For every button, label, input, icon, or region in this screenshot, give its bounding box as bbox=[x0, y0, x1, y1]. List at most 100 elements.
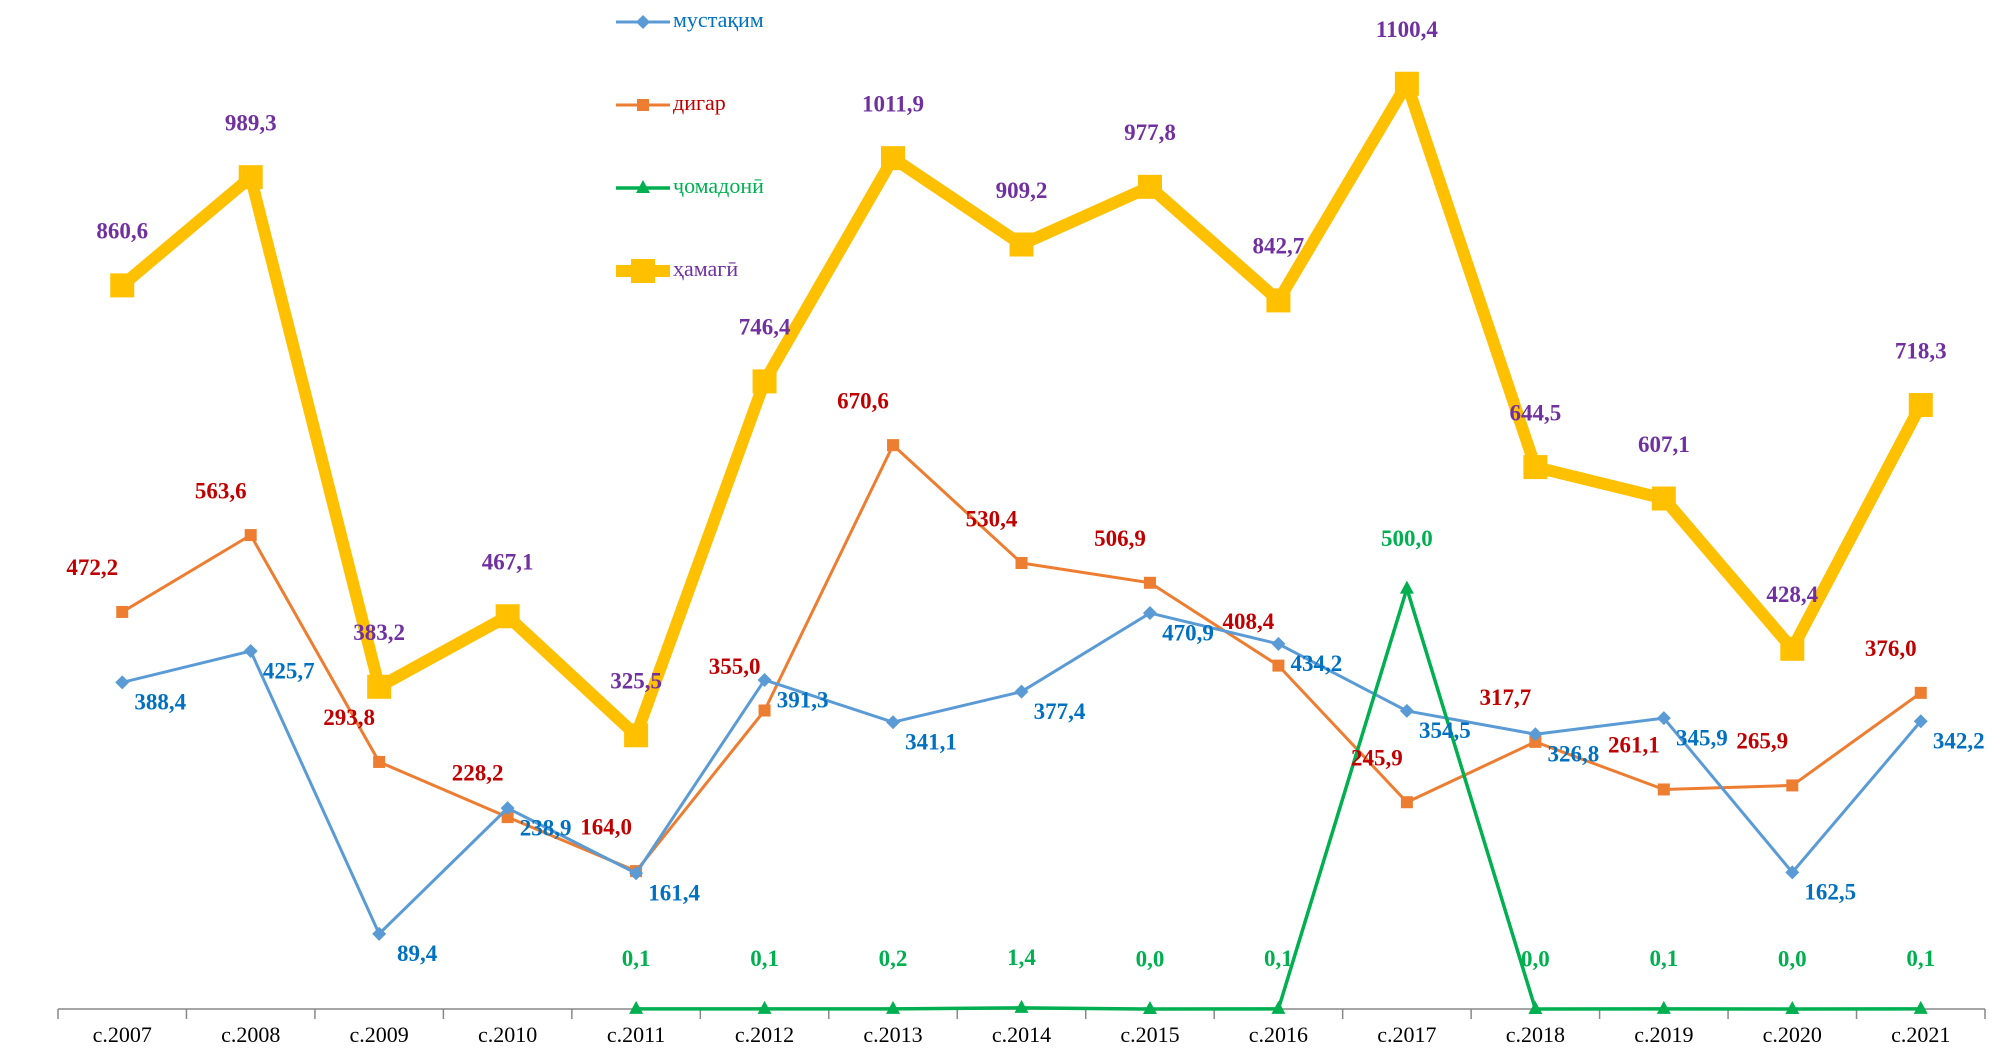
marker bbox=[1651, 486, 1676, 511]
marker bbox=[1137, 174, 1162, 199]
marker bbox=[1908, 393, 1933, 418]
data-label: 261,1 bbox=[1608, 733, 1660, 758]
data-label: 245,9 bbox=[1351, 746, 1403, 771]
x-tick-label: с.2008 bbox=[221, 1022, 280, 1047]
marker bbox=[1528, 1001, 1543, 1014]
data-label: 89,4 bbox=[397, 941, 438, 966]
series-line bbox=[121, 443, 1922, 873]
data-label: 0,1 bbox=[1264, 946, 1293, 971]
marker bbox=[1399, 703, 1414, 718]
data-label: 428,4 bbox=[1766, 582, 1818, 607]
data-label: 0,1 bbox=[750, 946, 779, 971]
data-label: 467,1 bbox=[482, 550, 534, 575]
data-label: 472,2 bbox=[66, 555, 118, 580]
data-label: 506,9 bbox=[1094, 526, 1146, 551]
marker bbox=[631, 259, 655, 283]
data-label: 425,7 bbox=[263, 658, 315, 683]
marker bbox=[1399, 580, 1414, 594]
marker bbox=[624, 723, 649, 748]
data-label: 470,9 bbox=[1162, 620, 1214, 645]
data-label: 164,0 bbox=[580, 814, 632, 839]
data-label: 341,1 bbox=[905, 729, 957, 754]
x-tick-label: с.2018 bbox=[1506, 1022, 1565, 1047]
marker bbox=[886, 1000, 901, 1014]
marker bbox=[1914, 686, 1927, 699]
data-label: 0,1 bbox=[1649, 946, 1678, 971]
marker bbox=[372, 926, 387, 941]
data-label: 342,2 bbox=[1933, 729, 1985, 754]
marker bbox=[881, 146, 906, 171]
marker bbox=[501, 811, 514, 824]
data-label: 388,4 bbox=[134, 690, 186, 715]
marker bbox=[637, 99, 649, 111]
marker bbox=[1657, 783, 1670, 796]
marker bbox=[1271, 1000, 1286, 1014]
data-label: 434,2 bbox=[1291, 651, 1343, 676]
marker bbox=[1400, 796, 1413, 809]
x-tick-label: с.2007 bbox=[93, 1022, 152, 1047]
marker bbox=[1528, 727, 1543, 742]
data-label: 989,3 bbox=[225, 110, 277, 135]
marker bbox=[1656, 1000, 1671, 1014]
data-label: 317,7 bbox=[1479, 685, 1531, 710]
data-label: 644,5 bbox=[1509, 400, 1561, 425]
x-tick-label: с.2012 bbox=[735, 1022, 794, 1047]
marker bbox=[757, 672, 772, 687]
data-label: 0,0 bbox=[1136, 946, 1165, 971]
data-label: 746,4 bbox=[739, 315, 791, 340]
x-tick-label: с.2011 bbox=[607, 1022, 665, 1047]
legend-label: дигар bbox=[673, 90, 726, 115]
data-label: 909,2 bbox=[996, 178, 1048, 203]
marker bbox=[238, 165, 263, 190]
marker bbox=[367, 674, 392, 699]
data-label: 842,7 bbox=[1253, 234, 1305, 259]
data-label: 377,4 bbox=[1034, 699, 1086, 724]
marker bbox=[1272, 659, 1285, 672]
x-tick-label: с.2017 bbox=[1377, 1022, 1436, 1047]
marker bbox=[244, 529, 257, 542]
x-tick-label: с.2021 bbox=[1891, 1022, 1950, 1047]
marker bbox=[629, 866, 644, 881]
marker bbox=[1785, 1001, 1800, 1014]
marker bbox=[752, 369, 777, 394]
data-label: 162,5 bbox=[1804, 880, 1856, 905]
data-label: 977,8 bbox=[1124, 120, 1176, 145]
data-label: 383,2 bbox=[353, 620, 405, 645]
data-label: 238,9 bbox=[520, 815, 572, 840]
x-tick-label: с.2013 bbox=[863, 1022, 922, 1047]
data-label: 670,6 bbox=[837, 388, 889, 413]
data-label: 0,0 bbox=[1521, 946, 1550, 971]
data-label: 500,0 bbox=[1381, 526, 1433, 551]
marker bbox=[1529, 735, 1542, 748]
marker bbox=[373, 755, 386, 768]
x-tick-label: с.2019 bbox=[1634, 1022, 1693, 1047]
x-tick-label: с.2010 bbox=[478, 1022, 537, 1047]
marker bbox=[1014, 999, 1029, 1013]
data-label: 325,5 bbox=[610, 669, 662, 694]
data-label: 718,3 bbox=[1895, 338, 1947, 363]
data-label: 408,4 bbox=[1223, 609, 1275, 634]
data-label: 228,2 bbox=[452, 760, 504, 785]
data-label: 0,2 bbox=[879, 946, 908, 971]
data-label: 376,0 bbox=[1865, 636, 1917, 661]
data-label: 0,1 bbox=[1906, 946, 1935, 971]
marker bbox=[636, 180, 650, 193]
legend-label: ҳамагӣ bbox=[673, 256, 738, 281]
marker bbox=[1271, 636, 1286, 651]
marker bbox=[887, 439, 900, 452]
x-tick-label: с.2009 bbox=[350, 1022, 409, 1047]
marker bbox=[886, 715, 901, 730]
marker bbox=[500, 801, 515, 816]
marker bbox=[116, 605, 129, 618]
x-tick-label: с.2015 bbox=[1120, 1022, 1179, 1047]
marker bbox=[1785, 865, 1800, 880]
data-label: 607,1 bbox=[1638, 432, 1690, 457]
data-label: 161,4 bbox=[648, 881, 700, 906]
x-tick-label: с.2020 bbox=[1763, 1022, 1822, 1047]
legend-label: ҷомадонӣ bbox=[673, 173, 764, 198]
data-label: 1011,9 bbox=[862, 91, 924, 116]
legend-label: мустақим bbox=[673, 7, 764, 32]
data-label: 354,5 bbox=[1419, 718, 1471, 743]
data-label: 860,6 bbox=[96, 219, 148, 244]
